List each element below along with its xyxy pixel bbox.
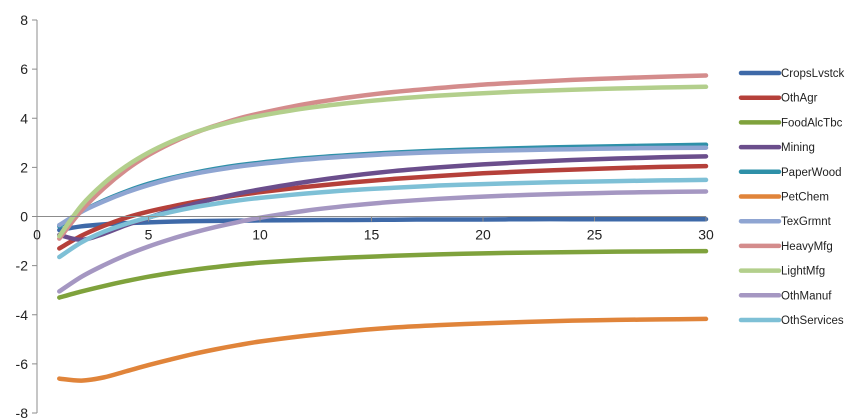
legend-label: FoodAlcTbc [781,117,843,129]
legend-label: LightMfg [781,266,825,278]
x-tick-label: 30 [698,227,714,243]
x-tick-label: 20 [475,227,491,243]
series-line-heavymfg [57,73,709,241]
legend-item: CropsLvstck [738,68,845,80]
y-tick-label: -6 [16,356,29,372]
y-tick-label: 8 [20,12,28,28]
x-tick-label: 10 [252,227,268,243]
legend-item: PetChem [738,192,829,204]
series-line-othmanuf [57,189,709,294]
legend-label: OthAgr [781,93,818,105]
x-tick-label: 5 [145,227,153,243]
y-tick-label: -4 [16,307,29,323]
series-line-foodalctbc [57,248,709,300]
legend-label: PetChem [781,192,829,204]
legend-item: FoodAlcTbc [738,117,843,129]
y-tick-label: 0 [20,209,28,225]
legend: CropsLvstck OthAgr FoodAlcTbc Mining PaperWo… [738,68,845,327]
legend-label: OthManuf [781,290,832,302]
axes [32,19,707,414]
x-tick-label: 25 [587,227,603,243]
legend-item: OthManuf [738,290,832,302]
series-line-othagr [57,163,709,251]
y-tick-label: -2 [16,258,29,274]
x-tick-label: 0 [33,227,41,243]
legend-label: PaperWood [781,167,842,179]
series-line-lightmfg [57,84,709,239]
legend-label: HeavyMfg [781,241,833,253]
legend-item: Mining [738,142,815,154]
legend-label: Mining [781,142,815,154]
x-tick-label: 15 [364,227,380,243]
legend-label: CropsLvstck [781,68,845,80]
legend-item: LightMfg [738,266,825,278]
plot-area [57,73,709,383]
y-tick-label: 4 [20,110,28,126]
y-tick-label: 6 [20,61,28,77]
series-line-cropslvstck [57,216,709,233]
series-line-texgrmnt [57,145,709,228]
legend-label: TexGrmnt [781,216,832,228]
legend-item: HeavyMfg [738,241,833,253]
legend-item: PaperWood [738,167,842,179]
series-line-petchem [57,316,709,383]
legend-item: OthServices [738,315,844,327]
legend-label: OthServices [781,315,844,327]
series-line-othservices [57,177,709,260]
y-tick-label: 2 [20,159,28,175]
y-tick-label: -8 [16,405,29,419]
legend-item: TexGrmnt [738,216,832,228]
legend-item: OthAgr [738,93,818,105]
